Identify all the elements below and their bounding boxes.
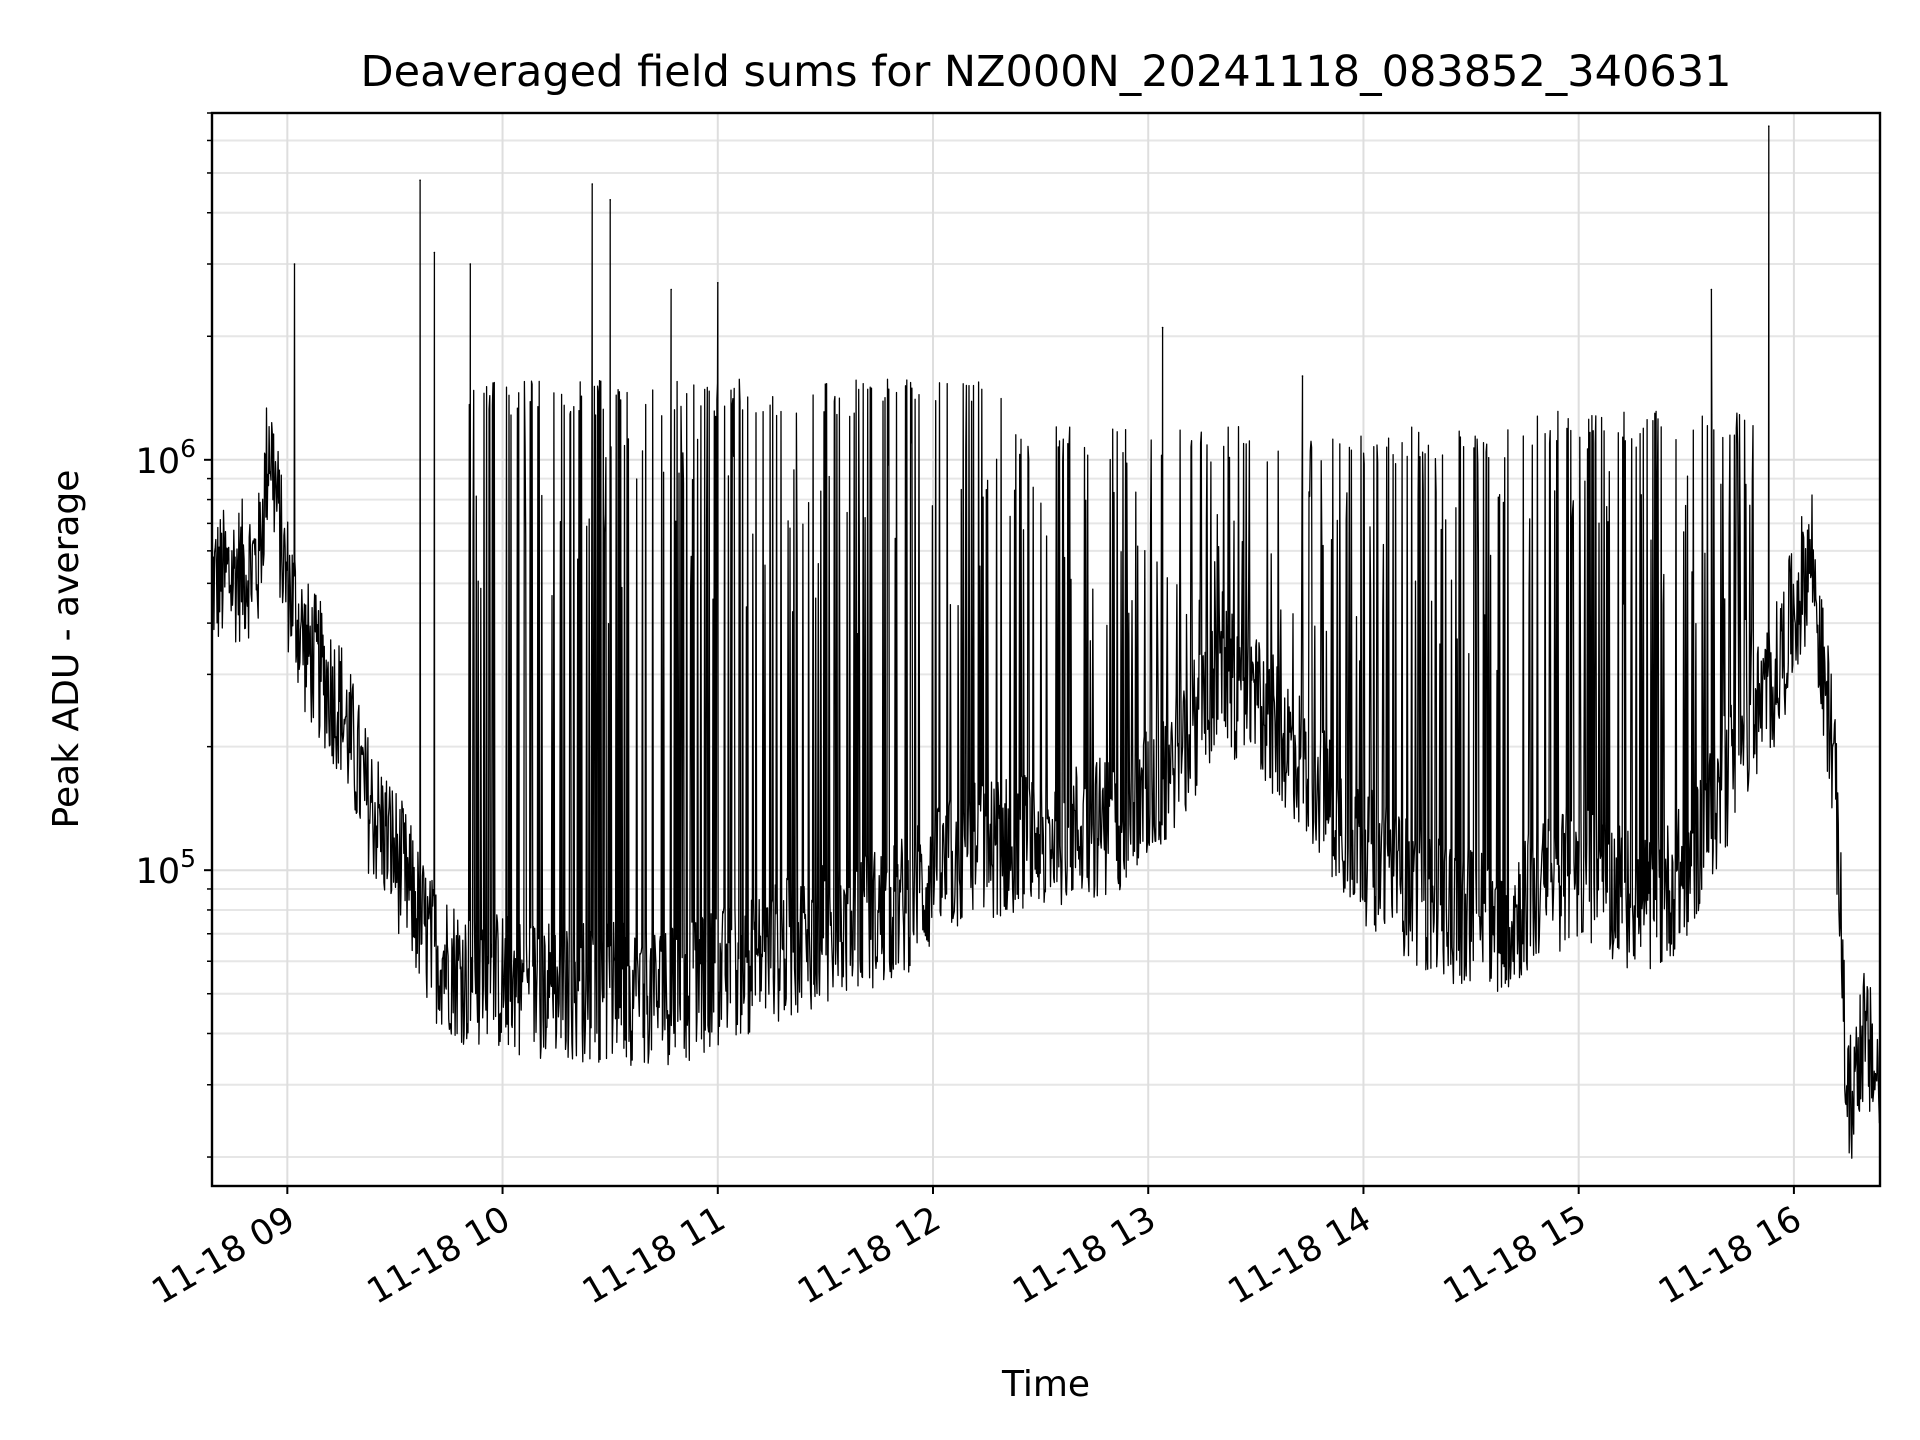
spike-point: [609, 199, 611, 201]
spike-point: [469, 263, 472, 265]
spike-point: [419, 179, 421, 182]
spike-point: [293, 263, 296, 265]
spike-point: [1710, 288, 1713, 291]
y-tick-label: 105: [136, 844, 196, 892]
plot-frame: [210, 111, 1882, 1188]
spike-point: [1768, 125, 1770, 128]
spike-point: [1301, 375, 1304, 377]
spike-point: [1161, 326, 1164, 329]
x-axis-label: Time: [1001, 1364, 1090, 1405]
spike-point: [716, 281, 719, 284]
y-tick-label: 106: [136, 434, 196, 482]
series-layer: [211, 125, 1881, 1159]
y-axis-label: Peak ADU - average: [46, 470, 87, 829]
spike-point: [591, 183, 594, 185]
spike-point: [433, 251, 436, 254]
series-line: [211, 125, 1881, 1159]
chart-title: Deaveraged field sums for NZ000N_2024111…: [361, 47, 1732, 97]
spike-point: [670, 288, 672, 291]
